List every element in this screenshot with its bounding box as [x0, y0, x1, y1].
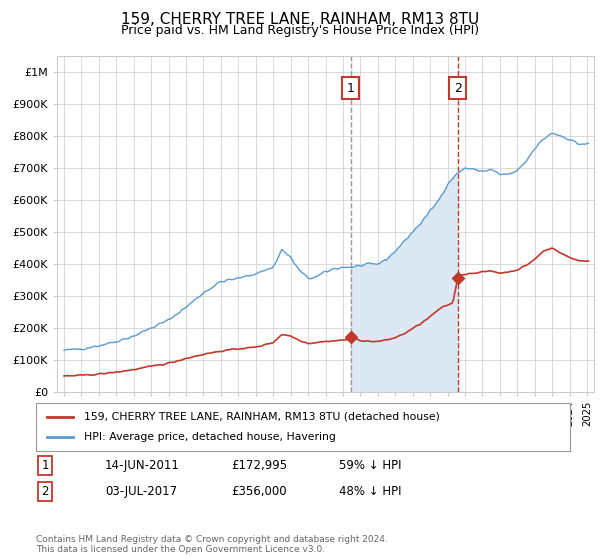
Text: 2: 2 [41, 485, 49, 498]
Text: 48% ↓ HPI: 48% ↓ HPI [339, 485, 401, 498]
Text: 159, CHERRY TREE LANE, RAINHAM, RM13 8TU (detached house): 159, CHERRY TREE LANE, RAINHAM, RM13 8TU… [84, 412, 440, 422]
Text: 1: 1 [347, 82, 355, 95]
Text: 59% ↓ HPI: 59% ↓ HPI [339, 459, 401, 473]
Text: 2: 2 [454, 82, 461, 95]
Text: Price paid vs. HM Land Registry's House Price Index (HPI): Price paid vs. HM Land Registry's House … [121, 24, 479, 38]
Text: HPI: Average price, detached house, Havering: HPI: Average price, detached house, Have… [84, 432, 336, 442]
Text: £172,995: £172,995 [231, 459, 287, 473]
Text: Contains HM Land Registry data © Crown copyright and database right 2024.
This d: Contains HM Land Registry data © Crown c… [36, 535, 388, 554]
Text: 03-JUL-2017: 03-JUL-2017 [105, 485, 177, 498]
Text: 159, CHERRY TREE LANE, RAINHAM, RM13 8TU: 159, CHERRY TREE LANE, RAINHAM, RM13 8TU [121, 12, 479, 27]
Text: £356,000: £356,000 [231, 485, 287, 498]
Text: 1: 1 [41, 459, 49, 473]
Text: 14-JUN-2011: 14-JUN-2011 [105, 459, 180, 473]
